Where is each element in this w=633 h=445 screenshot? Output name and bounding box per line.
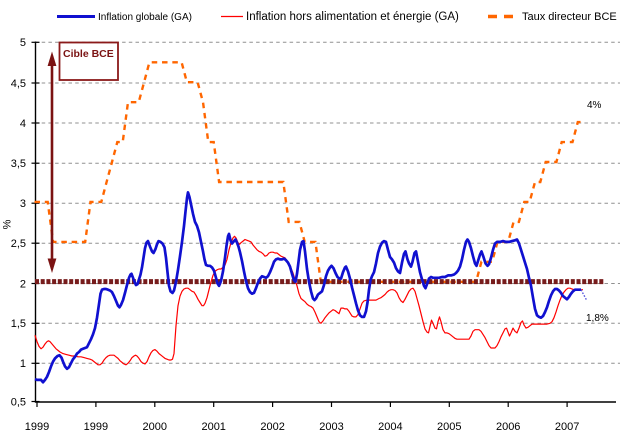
svg-text:1: 1	[20, 358, 26, 370]
svg-text:2000: 2000	[143, 421, 167, 433]
svg-text:3,5: 3,5	[11, 158, 26, 170]
svg-text:2002: 2002	[260, 421, 284, 433]
svg-text:2001: 2001	[201, 421, 225, 433]
svg-text:1999: 1999	[25, 421, 49, 433]
svg-text:2003: 2003	[319, 421, 343, 433]
svg-text:3: 3	[20, 198, 26, 210]
svg-text:1,5: 1,5	[11, 318, 26, 330]
svg-text:2,5: 2,5	[11, 238, 26, 250]
svg-text:0,5: 0,5	[11, 396, 26, 408]
svg-text:1,8%: 1,8%	[586, 313, 609, 324]
svg-text:Inflation globale (GA): Inflation globale (GA)	[98, 12, 192, 23]
svg-text:2006: 2006	[496, 421, 520, 433]
svg-text:1999: 1999	[84, 421, 108, 433]
svg-text:5: 5	[20, 37, 26, 49]
svg-text:Cible BCE: Cible BCE	[63, 48, 114, 60]
svg-text:4%: 4%	[587, 100, 602, 111]
svg-text:2005: 2005	[437, 421, 461, 433]
svg-text:Taux directeur BCE: Taux directeur BCE	[522, 11, 617, 23]
svg-text:2: 2	[20, 278, 26, 290]
svg-text:%: %	[2, 219, 14, 229]
svg-text:4: 4	[20, 118, 26, 130]
svg-text:Inflation hors alimentation et: Inflation hors alimentation et énergie (…	[246, 11, 459, 23]
svg-text:2007: 2007	[555, 421, 579, 433]
svg-text:4,5: 4,5	[11, 78, 26, 90]
svg-text:2004: 2004	[378, 421, 402, 433]
